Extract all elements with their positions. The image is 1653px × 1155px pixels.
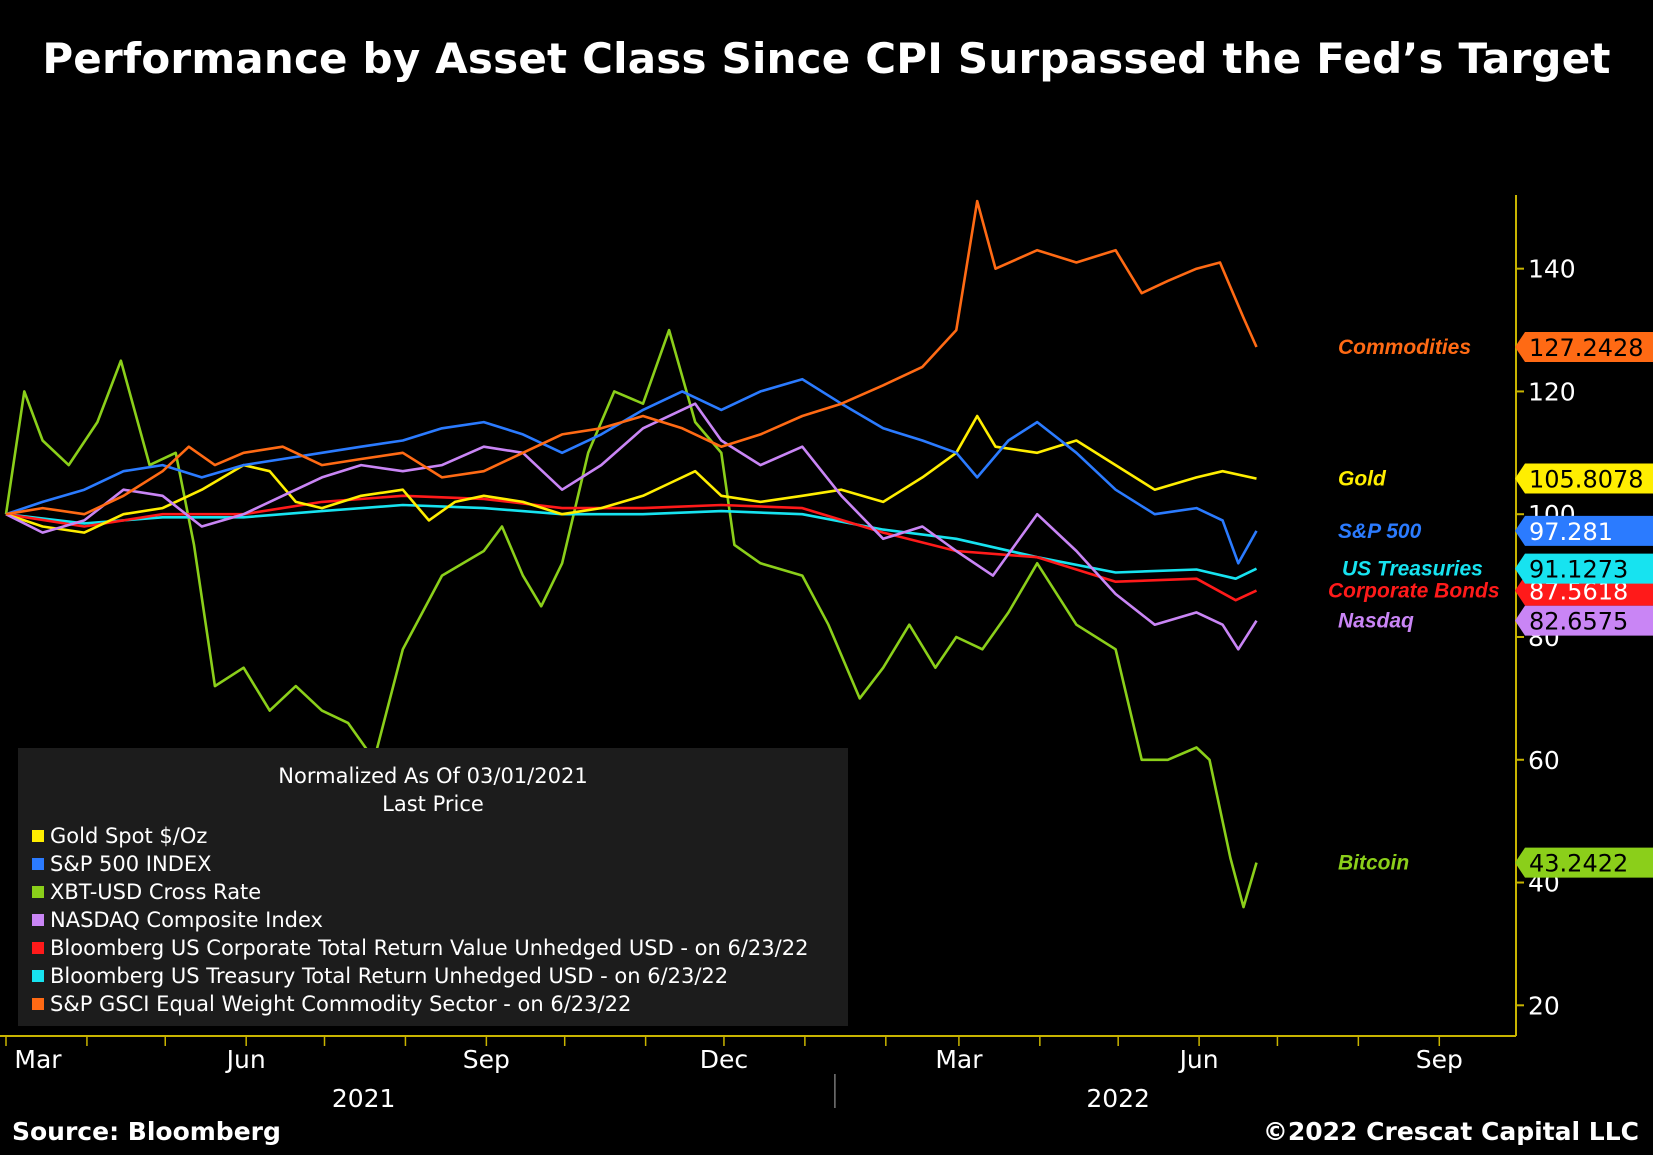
y-tick-label: 120 (1528, 377, 1576, 406)
value-tag-shape (1515, 463, 1653, 494)
y-tick-label: 60 (1528, 746, 1560, 775)
legend-item-label: Bloomberg US Treasury Total Return Unhed… (50, 964, 729, 988)
x-tick-label: Sep (1416, 1045, 1463, 1074)
legend-item-label: Gold Spot $/Oz (50, 824, 208, 848)
value-tag-text: 97.281 (1529, 518, 1613, 546)
series-lines (4, 199, 1258, 909)
copyright-note: ©2022 Crescat Capital LLC (1262, 1117, 1639, 1146)
series-label-bitcoin: Bitcoin (1338, 852, 1409, 875)
legend-swatch (32, 970, 44, 982)
legend-item-label: Bloomberg US Corporate Total Return Valu… (50, 936, 809, 960)
value-tag-bitcoin: 43.2422 (1515, 847, 1653, 878)
x-tick-label: Jun (225, 1045, 266, 1074)
series-line-nasdaq (5, 402, 1258, 651)
series-line-corp (5, 494, 1258, 602)
legend-header: Normalized As Of 03/01/2021 Last Price (18, 748, 848, 818)
series-line-commod (5, 199, 1258, 516)
legend-item-label: NASDAQ Composite Index (50, 908, 323, 932)
value-tag-nasdaq: 82.6575 (1515, 605, 1653, 636)
series-label-sp500: S&P 500 (1338, 520, 1422, 543)
chart-title: Performance by Asset Class Since CPI Sur… (42, 34, 1611, 83)
value-tag-text: 91.1273 (1529, 556, 1628, 584)
y-tick-label: 140 (1528, 255, 1576, 284)
value-tag-shape (1515, 605, 1653, 636)
series-label-treasury: US Treasuries (1342, 558, 1483, 581)
x-tick-label: Sep (463, 1045, 510, 1074)
y-tick-label: 20 (1528, 991, 1560, 1020)
x-year-label: 2022 (1086, 1084, 1150, 1113)
legend-item-treasury: Bloomberg US Treasury Total Return Unhed… (18, 962, 848, 990)
legend-swatch (32, 998, 44, 1010)
legend-header-line: Normalized As Of 03/01/2021 (278, 764, 588, 788)
value-tag-commod: 127.2428 (1515, 331, 1653, 362)
x-year-label: 2021 (332, 1084, 396, 1113)
legend-item-nasdaq: NASDAQ Composite Index (18, 906, 848, 934)
value-tag-shape (1515, 331, 1653, 362)
legend-item-gold: Gold Spot $/Oz (18, 822, 848, 850)
series-line-bitcoin (4, 328, 1258, 909)
series-label-gold: Gold (1338, 468, 1387, 491)
legend-item-label: XBT-USD Cross Rate (50, 880, 262, 904)
legend-swatch (32, 942, 44, 954)
value-tag-text: 127.2428 (1529, 334, 1644, 362)
legend-swatch (32, 858, 44, 870)
x-tick-label: Mar (14, 1045, 62, 1074)
legend-item-label: S&P 500 INDEX (50, 852, 212, 876)
legend-swatch (32, 914, 44, 926)
legend-item-commod: S&P GSCI Equal Weight Commodity Sector -… (18, 990, 848, 1018)
value-tag-sp500: 97.281 (1515, 515, 1653, 546)
legend-item-bitcoin: XBT-USD Cross Rate (18, 878, 848, 906)
series-line-sp500 (5, 377, 1258, 565)
legend-items: Gold Spot $/Oz S&P 500 INDEX XBT-USD Cross… (18, 822, 848, 1018)
x-tick-label: Mar (935, 1045, 983, 1074)
series-label-nasdaq: Nasdaq (1338, 610, 1414, 633)
x-axis: Mar Jun Sep Dec Mar Jun Sep 2021 2022 (0, 1035, 1516, 1113)
source-note: Source: Bloomberg (12, 1117, 281, 1146)
legend-item-corp: Bloomberg US Corporate Total Return Valu… (18, 934, 848, 962)
x-tick-label: Jun (1178, 1045, 1219, 1074)
value-tag-shape (1515, 515, 1653, 546)
legend-swatch (32, 886, 44, 898)
legend-item-sp500: S&P 500 INDEX (18, 850, 848, 878)
value-tag-gold: 105.8078 (1515, 463, 1653, 494)
value-tag-shape (1515, 553, 1653, 584)
legend-swatch (32, 830, 44, 842)
legend-header-line: Last Price (382, 792, 484, 816)
legend: Normalized As Of 03/01/2021 Last Price Go… (18, 748, 848, 1026)
series-labels: Gold S&P 500 Bitcoin Nasdaq Corporate BondsU… (1328, 336, 1500, 875)
x-tick-label: Dec (700, 1045, 748, 1074)
legend-item-label: S&P GSCI Equal Weight Commodity Sector -… (50, 992, 632, 1016)
value-tag-treasury: 91.1273 (1515, 553, 1653, 584)
series-label-corp: Corporate Bonds (1328, 580, 1500, 603)
value-tag-text: 105.8078 (1529, 466, 1644, 494)
value-tags: 105.807897.28143.242282.657587.561891.12… (1515, 331, 1653, 878)
value-tag-shape (1515, 847, 1653, 878)
value-tag-text: 82.6575 (1529, 608, 1628, 636)
series-label-commod: Commodities (1338, 336, 1471, 359)
value-tag-text: 43.2422 (1529, 850, 1628, 878)
